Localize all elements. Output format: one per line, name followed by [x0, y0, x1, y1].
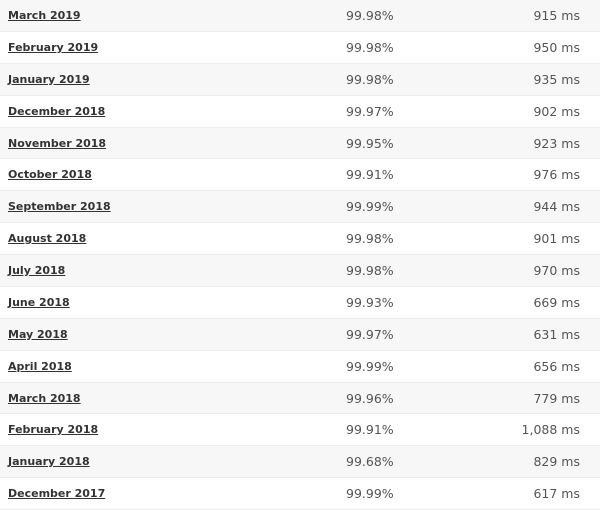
uptime-percent: 99.99%	[346, 486, 394, 502]
month-link[interactable]: March 2019	[8, 9, 81, 22]
table-row: March 2018 99.96% 779 ms	[0, 382, 600, 415]
response-time: 923 ms	[533, 135, 580, 151]
table-row: March 2019 99.98% 915 ms	[0, 0, 600, 32]
table-row: August 2018 99.98% 901 ms	[0, 223, 600, 255]
month-link[interactable]: April 2018	[8, 359, 72, 373]
uptime-percent: 99.96%	[346, 390, 394, 406]
month-link[interactable]: March 2018	[8, 391, 81, 405]
uptime-percent: 99.98%	[346, 231, 394, 247]
response-time: 669 ms	[533, 294, 580, 310]
table-row: November 2018 99.95% 923 ms	[0, 127, 600, 160]
month-link[interactable]: May 2018	[8, 327, 68, 341]
table-row: January 2018 99.68% 829 ms	[0, 446, 600, 479]
month-link[interactable]: December 2017	[8, 487, 106, 501]
uptime-percent: 99.98%	[346, 263, 394, 278]
table-row: October 2018 99.91% 976 ms	[0, 159, 600, 192]
uptime-percent: 99.99%	[346, 358, 394, 374]
table-row: May 2018 99.97% 631 ms	[0, 318, 600, 351]
uptime-percent: 99.98%	[346, 8, 394, 23]
uptime-percent: 99.91%	[346, 422, 394, 438]
response-time: 976 ms	[533, 167, 580, 183]
table-row: July 2018 99.98% 970 ms	[0, 255, 600, 287]
month-link[interactable]: October 2018	[8, 168, 92, 182]
response-time: 631 ms	[533, 326, 580, 342]
uptime-percent: 99.99%	[346, 199, 394, 215]
month-link[interactable]: January 2018	[8, 455, 90, 469]
response-time: 829 ms	[533, 454, 580, 470]
uptime-percent: 99.68%	[346, 454, 394, 470]
uptime-percent: 99.98%	[346, 39, 394, 55]
response-time: 779 ms	[533, 390, 580, 406]
uptime-percent: 99.95%	[346, 135, 394, 151]
response-time: 950 ms	[533, 39, 580, 55]
response-time: 970 ms	[533, 263, 580, 278]
month-link[interactable]: December 2018	[8, 104, 106, 118]
response-time: 944 ms	[533, 199, 580, 215]
response-time: 901 ms	[533, 231, 580, 247]
response-time: 1,088 ms	[521, 422, 580, 438]
month-link[interactable]: September 2018	[8, 200, 111, 214]
uptime-percent: 99.98%	[346, 71, 394, 87]
month-link[interactable]: February 2018	[8, 423, 99, 437]
response-time: 935 ms	[533, 71, 580, 87]
response-time: 617 ms	[533, 486, 580, 502]
table-row: January 2019 99.98% 935 ms	[0, 63, 600, 96]
table-row: February 2019 99.98% 950 ms	[0, 31, 600, 64]
table-row: September 2018 99.99% 944 ms	[0, 191, 600, 224]
response-time: 915 ms	[533, 8, 580, 23]
month-link[interactable]: August 2018	[8, 232, 87, 246]
uptime-percent: 99.93%	[346, 294, 394, 310]
table-row: December 2018 99.97% 902 ms	[0, 95, 600, 128]
table-row: December 2017 99.99% 617 ms	[0, 478, 600, 510]
table-row: February 2018 99.91% 1,088 ms	[0, 414, 600, 447]
uptime-percent: 99.91%	[346, 167, 394, 183]
response-time: 902 ms	[533, 103, 580, 119]
table-row: April 2018 99.99% 656 ms	[0, 350, 600, 383]
month-link[interactable]: November 2018	[8, 136, 107, 150]
month-link[interactable]: February 2019	[8, 40, 99, 54]
month-link[interactable]: July 2018	[8, 264, 66, 277]
month-link[interactable]: January 2019	[8, 72, 90, 86]
response-time: 656 ms	[533, 358, 580, 374]
uptime-percent: 99.97%	[346, 103, 394, 119]
table-row: June 2018 99.93% 669 ms	[0, 286, 600, 319]
uptime-percent: 99.97%	[346, 326, 394, 342]
month-link[interactable]: June 2018	[8, 295, 70, 309]
